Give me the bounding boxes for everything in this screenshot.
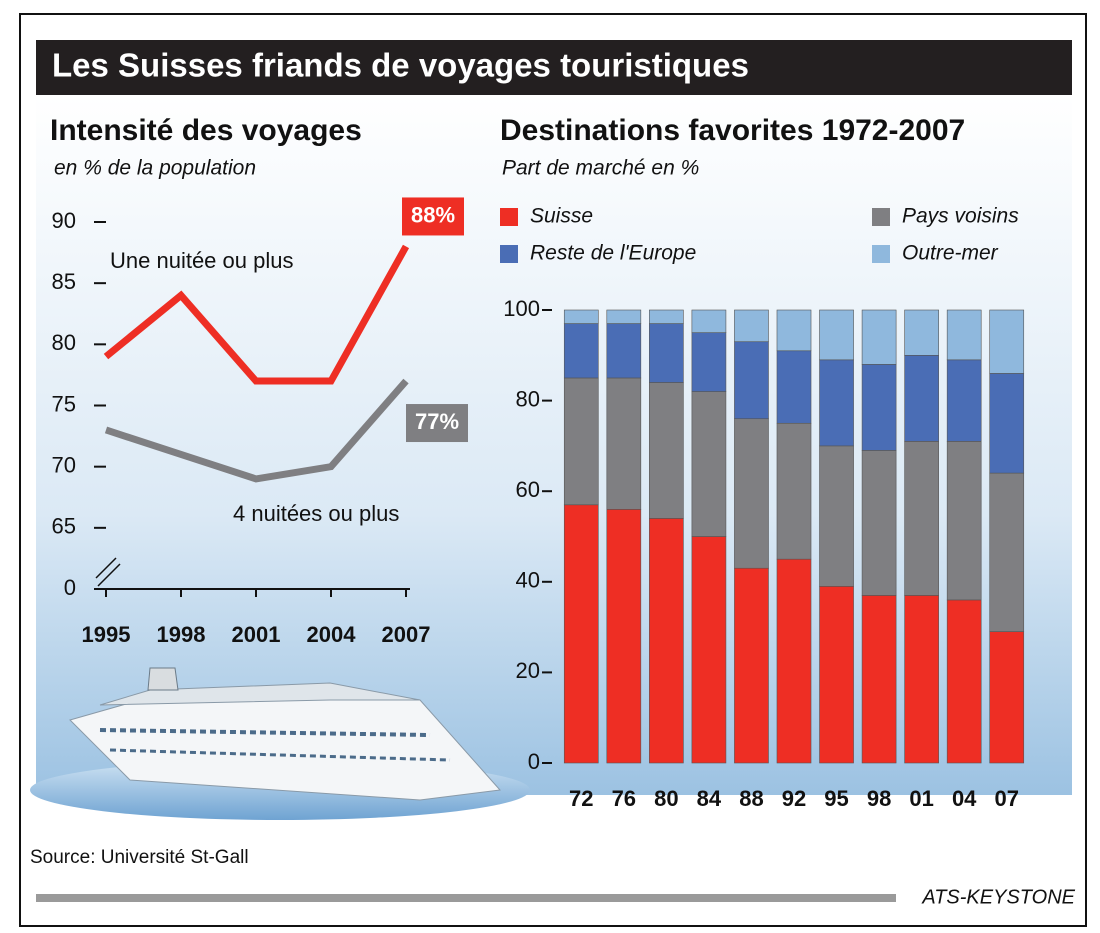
rule: [36, 894, 896, 902]
bar-segment: [905, 595, 939, 763]
title: Les Suisses friands de voyages touristiq…: [52, 47, 749, 84]
x-tick-label: 76: [612, 786, 636, 811]
y-tick-label: 0: [64, 575, 76, 600]
bar-segment: [607, 378, 641, 509]
bar-segment: [564, 324, 598, 378]
bar-segment: [649, 310, 683, 324]
bar-segment: [862, 364, 896, 450]
source: Source: Université St-Gall: [30, 847, 249, 868]
bar-segment: [564, 310, 598, 324]
chart-title: Destinations favorites 1972-2007: [500, 114, 965, 147]
value-label: 88%: [411, 202, 455, 227]
bar-segment: [607, 310, 641, 324]
bar-segment: [692, 333, 726, 392]
x-tick-label: 07: [994, 786, 1018, 811]
x-tick-label: 80: [654, 786, 678, 811]
bar-segment: [947, 441, 981, 600]
bar-segment: [905, 355, 939, 441]
bar-segment: [820, 360, 854, 446]
bar-segment: [564, 505, 598, 763]
bar-segment: [564, 378, 598, 505]
bar-segment: [777, 310, 811, 351]
x-tick-label: 84: [697, 786, 722, 811]
bar-segment: [990, 473, 1024, 632]
chart-subtitle: en % de la population: [54, 157, 256, 180]
bar-segment: [734, 342, 768, 419]
y-tick-label: 0: [528, 749, 540, 774]
y-tick-label: 20: [516, 658, 540, 683]
y-tick-label: 100: [503, 296, 540, 321]
x-tick-label: 72: [569, 786, 593, 811]
bar-segment: [990, 310, 1024, 373]
legend-swatch: [500, 245, 518, 263]
y-tick-label: 60: [516, 477, 540, 502]
bar-segment: [862, 450, 896, 595]
legend-label: Pays voisins: [902, 205, 1019, 228]
legend-label: Outre-mer: [902, 242, 999, 265]
y-tick-label: 80: [52, 330, 76, 355]
bar-segment: [734, 310, 768, 342]
bar-segment: [905, 310, 939, 355]
x-tick-label: 04: [952, 786, 977, 811]
x-tick-label: 95: [824, 786, 848, 811]
bar-segment: [905, 441, 939, 595]
bar-segment: [990, 373, 1024, 473]
bar-segment: [777, 559, 811, 763]
bar-segment: [649, 382, 683, 518]
x-tick-label: 1998: [157, 622, 206, 647]
bar-segment: [777, 351, 811, 423]
infographic: Les Suisses friands de voyages touristiq…: [0, 0, 1100, 933]
legend-label: Suisse: [530, 205, 593, 228]
bar-segment: [734, 568, 768, 763]
series-label: 4 nuitées ou plus: [233, 501, 399, 526]
bar-segment: [777, 423, 811, 559]
x-tick-label: 2004: [307, 622, 357, 647]
bar-segment: [820, 310, 854, 360]
x-tick-label: 92: [782, 786, 806, 811]
bar-segment: [692, 392, 726, 537]
y-tick-label: 40: [516, 568, 540, 593]
x-tick-label: 98: [867, 786, 891, 811]
x-tick-label: 2001: [232, 622, 281, 647]
y-tick-label: 80: [516, 386, 540, 411]
legend-swatch: [872, 208, 890, 226]
bar-segment: [820, 446, 854, 586]
bar-segment: [607, 509, 641, 763]
y-tick-label: 85: [52, 269, 76, 294]
bar-segment: [862, 310, 896, 364]
value-label: 77%: [415, 409, 459, 434]
y-tick-label: 70: [52, 452, 76, 477]
legend-swatch: [500, 208, 518, 226]
x-tick-label: 1995: [82, 622, 131, 647]
bar-segment: [692, 310, 726, 333]
y-tick-label: 75: [52, 391, 76, 416]
y-tick-label: 90: [52, 208, 76, 233]
x-tick-label: 01: [909, 786, 933, 811]
legend-swatch: [872, 245, 890, 263]
bar-segment: [990, 632, 1024, 763]
bar-segment: [607, 324, 641, 378]
series-label: Une nuitée ou plus: [110, 248, 293, 273]
legend-label: Reste de l'Europe: [530, 242, 696, 265]
chart-subtitle: Part de marché en %: [502, 157, 699, 180]
bar-segment: [734, 419, 768, 568]
x-tick-label: 2007: [382, 622, 431, 647]
bar-segment: [947, 360, 981, 442]
y-tick-label: 65: [52, 514, 76, 539]
x-tick-label: 88: [739, 786, 763, 811]
bar-segment: [820, 586, 854, 763]
bar-segment: [947, 310, 981, 360]
chart-title: Intensité des voyages: [50, 114, 362, 147]
bar-segment: [649, 324, 683, 383]
credit: ATS-KEYSTONE: [921, 886, 1075, 908]
bar-segment: [649, 518, 683, 763]
bar-segment: [862, 595, 896, 763]
bar-segment: [692, 537, 726, 764]
bar-segment: [947, 600, 981, 763]
